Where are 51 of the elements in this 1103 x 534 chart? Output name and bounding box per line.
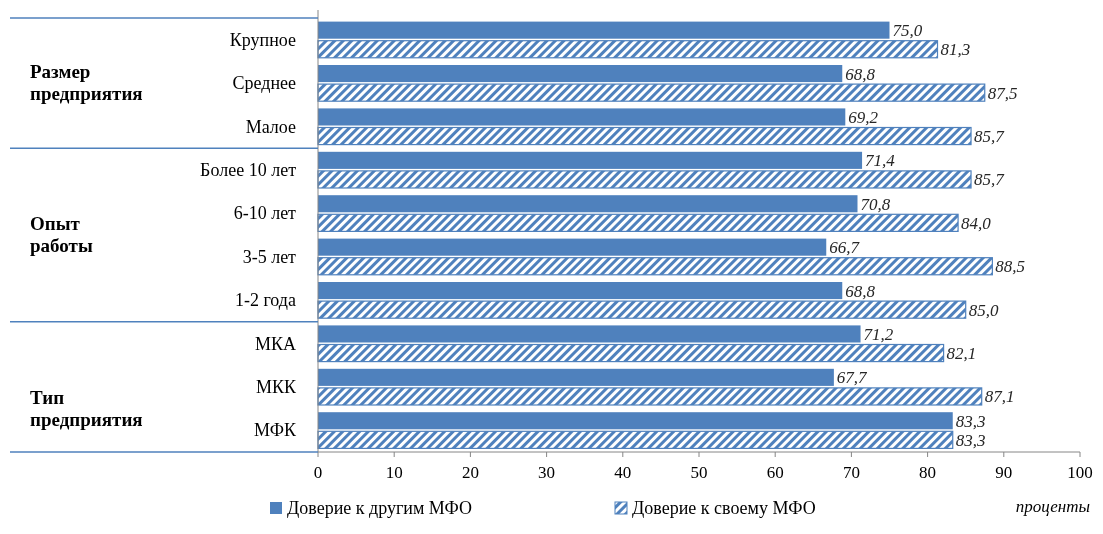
text: Размер предприятия (30, 61, 143, 105)
bar (318, 195, 858, 213)
x-tick-label: 60 (766, 463, 784, 482)
data-label: 82,1 (946, 344, 977, 364)
data-label: 66,7 (829, 238, 861, 258)
y-tick-label: МКА (254, 333, 296, 354)
x-tick-label: 80 (919, 463, 937, 482)
data-label: 75,0 (892, 21, 923, 41)
data-label: 83,3 (955, 430, 986, 450)
x-tick-label: 70 (842, 463, 860, 482)
y-tick-label: 1-2 года (234, 290, 297, 311)
text: Опыт работы (30, 213, 93, 256)
data-label: 71,2 (863, 324, 894, 344)
data-label: 71,4 (865, 151, 896, 171)
bar (317, 430, 954, 449)
y-tick-label: 6-10 лет (233, 203, 297, 224)
y-tick-label: 3-5 лет (242, 246, 297, 267)
data-label: 69,2 (848, 107, 879, 127)
data-label: 83,3 (955, 411, 986, 431)
data-label: 85,7 (974, 127, 1006, 147)
x-tick-label: 40 (614, 463, 632, 482)
y-tick-label: МКК (255, 376, 297, 397)
data-label: 67,7 (836, 368, 869, 388)
bar (317, 213, 959, 232)
text: Тип предприятия (30, 386, 143, 430)
data-label: 85,0 (968, 300, 999, 320)
x-axis-title: проценты (1015, 497, 1090, 516)
data-label: 88,5 (995, 257, 1026, 277)
x-tick-label: 50 (690, 463, 708, 482)
x-tick-label: 90 (995, 463, 1013, 482)
y-tick-label: Малое (245, 116, 297, 137)
y-tick-label: МФК (254, 420, 297, 441)
bar (318, 412, 953, 430)
data-label: 81,3 (940, 40, 971, 60)
data-label: 85,7 (974, 170, 1006, 190)
x-tick-label: 100 (1067, 463, 1093, 482)
x-tick-label: 0 (313, 463, 323, 482)
data-label: 68,8 (845, 64, 876, 84)
data-label: 87,1 (984, 387, 1015, 407)
data-label: 87,5 (987, 83, 1018, 103)
data-label: 70,8 (860, 194, 891, 214)
x-tick-label: 20 (461, 463, 479, 482)
data-label: 84,0 (961, 213, 992, 233)
legend-label: Доверие к своему МФО (632, 498, 816, 518)
y-tick-label: Более 10 лет (200, 159, 297, 180)
y-tick-label: Среднее (232, 73, 297, 94)
data-label: 68,8 (845, 281, 876, 301)
legend-label: Доверие к другим МФО (287, 498, 473, 518)
y-tick-label: Крупное (229, 29, 296, 50)
x-tick-label: 30 (538, 463, 556, 482)
x-tick-label: 10 (385, 463, 403, 482)
